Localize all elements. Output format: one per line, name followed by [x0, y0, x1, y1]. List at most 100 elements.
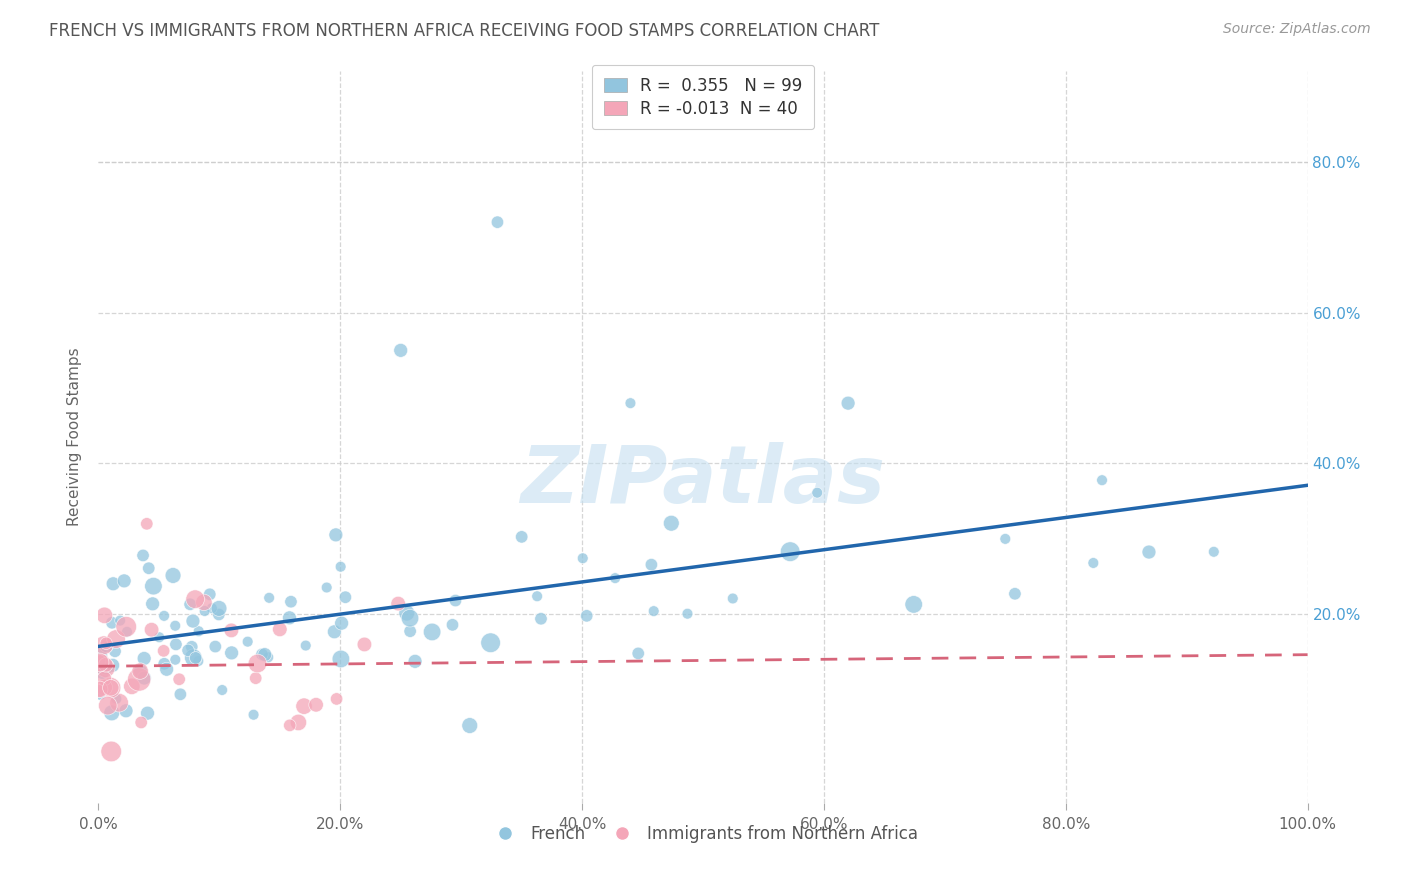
Point — [162, 568, 184, 582]
Point — [242, 707, 264, 722]
Point — [903, 598, 925, 612]
Point — [136, 706, 159, 721]
Point — [94, 661, 117, 675]
Point — [389, 343, 412, 358]
Point — [91, 665, 114, 680]
Point — [395, 606, 418, 620]
Point — [89, 648, 111, 662]
Point — [208, 607, 231, 622]
Point — [387, 597, 409, 611]
Point — [96, 639, 118, 653]
Point — [325, 692, 347, 706]
Point — [640, 558, 662, 572]
Point — [194, 604, 217, 618]
Point — [1004, 587, 1026, 601]
Point — [97, 698, 120, 713]
Point — [329, 652, 352, 666]
Point — [165, 653, 187, 667]
Point — [132, 549, 155, 563]
Point — [994, 532, 1017, 546]
Point — [108, 696, 131, 710]
Point — [353, 637, 375, 651]
Point — [221, 624, 243, 638]
Point — [156, 662, 179, 676]
Point — [659, 516, 682, 531]
Point — [165, 619, 187, 633]
Point — [181, 614, 204, 628]
Point — [325, 528, 347, 542]
Point — [1137, 545, 1160, 559]
Point — [571, 551, 593, 566]
Point — [101, 576, 124, 591]
Point — [89, 654, 111, 668]
Legend: French, Immigrants from Northern Africa: French, Immigrants from Northern Africa — [482, 818, 924, 849]
Point — [330, 616, 353, 631]
Point — [806, 485, 828, 500]
Text: FRENCH VS IMMIGRANTS FROM NORTHERN AFRICA RECEIVING FOOD STAMPS CORRELATION CHAR: FRENCH VS IMMIGRANTS FROM NORTHERN AFRIC… — [49, 22, 880, 40]
Point — [404, 654, 426, 668]
Point — [183, 650, 205, 665]
Point — [180, 640, 202, 654]
Point — [93, 608, 115, 623]
Point — [335, 591, 357, 605]
Point — [89, 656, 111, 670]
Point — [89, 682, 111, 697]
Point — [115, 624, 138, 639]
Point — [193, 595, 215, 609]
Point — [294, 639, 316, 653]
Point — [575, 608, 598, 623]
Point — [134, 651, 156, 665]
Point — [96, 636, 118, 650]
Point — [245, 671, 267, 685]
Point — [201, 601, 224, 615]
Point — [105, 632, 128, 646]
Point — [211, 683, 233, 698]
Point — [115, 704, 138, 718]
Point — [129, 664, 152, 678]
Point — [444, 593, 467, 607]
Point — [221, 646, 243, 660]
Point — [1091, 473, 1114, 487]
Point — [305, 698, 328, 712]
Point — [141, 623, 163, 637]
Point — [108, 614, 131, 628]
Point — [323, 624, 346, 639]
Point — [100, 681, 122, 695]
Point — [129, 715, 152, 730]
Point — [89, 686, 111, 700]
Point — [721, 591, 744, 606]
Point — [187, 654, 209, 668]
Point — [479, 636, 502, 650]
Point — [153, 608, 176, 623]
Point — [112, 574, 135, 588]
Point — [236, 634, 259, 648]
Point — [280, 595, 302, 609]
Point — [91, 655, 114, 669]
Text: Source: ZipAtlas.com: Source: ZipAtlas.com — [1223, 22, 1371, 37]
Point — [619, 396, 641, 410]
Point — [167, 672, 190, 686]
Point — [121, 679, 143, 693]
Point — [128, 673, 150, 687]
Point — [89, 661, 111, 675]
Point — [278, 611, 301, 625]
Point — [486, 215, 509, 229]
Point — [93, 638, 115, 652]
Point — [257, 650, 280, 665]
Point — [94, 657, 117, 672]
Point — [135, 516, 157, 531]
Point — [420, 624, 443, 639]
Point — [89, 684, 111, 698]
Point — [100, 681, 122, 695]
Point — [399, 624, 422, 639]
Point — [530, 612, 553, 626]
Point — [165, 637, 187, 651]
Point — [198, 587, 221, 601]
Point — [204, 640, 226, 654]
Point — [837, 396, 859, 410]
Point — [329, 559, 352, 574]
Point — [779, 544, 801, 558]
Point — [93, 681, 115, 695]
Point — [187, 624, 209, 639]
Point — [101, 658, 124, 673]
